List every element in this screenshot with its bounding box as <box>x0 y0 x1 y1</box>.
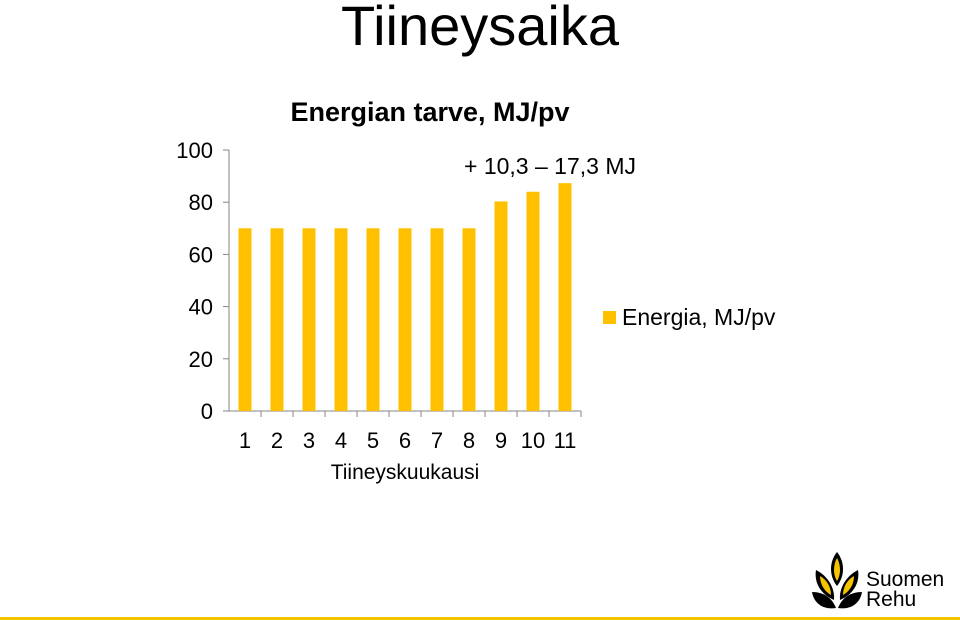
y-tick-label-3: 60 <box>189 242 213 267</box>
x-tick-label-8: 8 <box>463 428 475 453</box>
bar-6 <box>398 228 412 411</box>
energy-increase-annotation: + 10,3 – 17,3 MJ <box>464 153 636 179</box>
chart-title: Energian tarve, MJ/pv <box>290 97 570 127</box>
x-tick-label-9: 9 <box>495 428 507 453</box>
y-tick-label-1: 20 <box>189 347 213 372</box>
x-axis-label: Tiineyskuukausi <box>330 461 480 484</box>
bar-1 <box>238 228 252 411</box>
y-tick-label-2: 40 <box>189 295 213 320</box>
legend-swatch <box>603 310 616 324</box>
y-tick-label-5: 100 <box>176 138 213 163</box>
bar-2 <box>270 228 284 411</box>
wheat-icon <box>812 552 862 609</box>
x-tick-label-5: 5 <box>367 428 379 453</box>
logo-text-line1: Suomen <box>866 568 945 591</box>
legend: Energia, MJ/pv <box>603 303 775 331</box>
suomen-rehu-logo <box>812 552 862 609</box>
bar-3 <box>302 228 316 411</box>
bar-8 <box>462 228 476 411</box>
x-axis-ticks: 1 2 3 4 5 6 7 8 9 10 11 <box>239 411 582 453</box>
slide-title: Tiineysaika <box>340 0 620 57</box>
logo-text: Suomen Rehu <box>866 568 945 611</box>
x-tick-label-2: 2 <box>271 428 283 453</box>
bar-10 <box>526 191 540 411</box>
x-tick-label-11: 11 <box>554 428 577 453</box>
x-tick-label-7: 7 <box>431 428 443 453</box>
legend-label: Energia, MJ/pv <box>622 304 776 330</box>
x-tick-label-4: 4 <box>335 428 347 453</box>
x-tick-label-1: 1 <box>239 428 251 453</box>
y-axis-ticks: 0 20 40 60 80 100 <box>176 138 229 424</box>
y-tick-label-0: 0 <box>201 399 213 424</box>
bars <box>238 183 572 411</box>
bar-11 <box>558 183 572 411</box>
logo-text-line2: Rehu <box>866 588 917 611</box>
y-tick-label-4: 80 <box>189 190 213 215</box>
bar-7 <box>430 228 444 411</box>
bar-9 <box>494 201 508 411</box>
footer-accent-line <box>0 617 960 620</box>
x-tick-label-3: 3 <box>303 428 315 453</box>
bar-5 <box>366 228 380 411</box>
x-tick-label-6: 6 <box>399 428 411 453</box>
bar-4 <box>334 228 348 411</box>
x-tick-label-10: 10 <box>521 428 545 453</box>
